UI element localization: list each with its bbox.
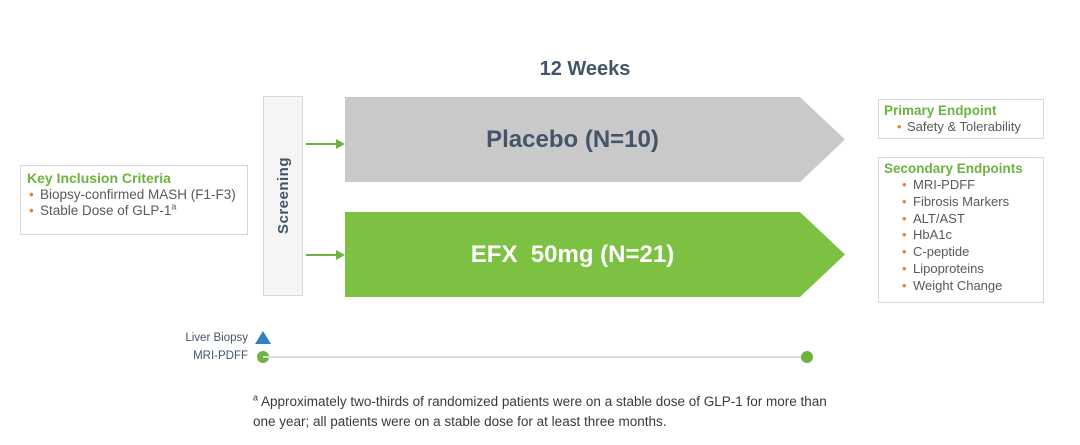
list-item: Stable Dose of GLP-1a <box>27 202 241 219</box>
list-item: Fibrosis Markers <box>884 194 1038 211</box>
footnote-line: Approximately two-thirds of randomized p… <box>261 394 827 409</box>
list-item: MRI-PDFF <box>884 177 1038 194</box>
key-inclusion-list: Biopsy-confirmed MASH (F1-F3)Stable Dose… <box>27 187 241 219</box>
list-item: Safety & Tolerability <box>884 119 1038 135</box>
secondary-endpoints-box: Secondary Endpoints MRI-PDFFFibrosis Mar… <box>878 157 1044 303</box>
primary-endpoint-list: Safety & Tolerability <box>884 119 1038 135</box>
study-duration-label: 12 Weeks <box>539 58 631 80</box>
primary-endpoint-box: Primary Endpoint Safety & Tolerability <box>878 99 1044 139</box>
list-item: ALT/AST <box>884 211 1038 228</box>
list-item: Biopsy-confirmed MASH (F1-F3) <box>27 187 241 203</box>
secondary-endpoints-title: Secondary Endpoints <box>884 161 1023 176</box>
screening-box: Screening <box>263 96 303 296</box>
list-item: HbA1c <box>884 227 1038 244</box>
footnote-marker: a <box>253 392 259 403</box>
footnote: a Approximately two-thirds of randomized… <box>253 392 827 432</box>
placebo-arm-label: Placebo (N=10) <box>486 125 659 153</box>
list-item: C-peptide <box>884 244 1038 261</box>
key-inclusion-box: Key Inclusion Criteria Biopsy-confirmed … <box>20 165 248 235</box>
liver-biopsy-triangle-icon <box>255 331 271 344</box>
mri-pdff-label: MRI-PDFF <box>193 350 248 362</box>
timeline-line <box>263 356 807 358</box>
footnote-line: one year; all patients were on a stable … <box>253 414 667 429</box>
secondary-endpoints-list: MRI-PDFFFibrosis MarkersALT/ASTHbA1cC-pe… <box>884 177 1038 295</box>
screening-label: Screening <box>274 157 292 235</box>
liver-biopsy-label: Liver Biopsy <box>185 332 248 344</box>
efx-arm-label: EFX 50mg (N=21) <box>470 240 675 268</box>
flow-arrow-icon <box>306 250 345 260</box>
primary-endpoint-title: Primary Endpoint <box>884 103 997 118</box>
flow-arrow-icon <box>306 139 345 149</box>
list-item: Weight Change <box>884 278 1038 295</box>
placebo-arm-arrow: Placebo (N=10) <box>345 97 845 182</box>
efx-arm-arrow: EFX 50mg (N=21) <box>345 212 845 297</box>
mri-pdff-dot-icon <box>801 351 813 363</box>
list-item: Lipoproteins <box>884 261 1038 278</box>
key-inclusion-title: Key Inclusion Criteria <box>27 170 171 186</box>
